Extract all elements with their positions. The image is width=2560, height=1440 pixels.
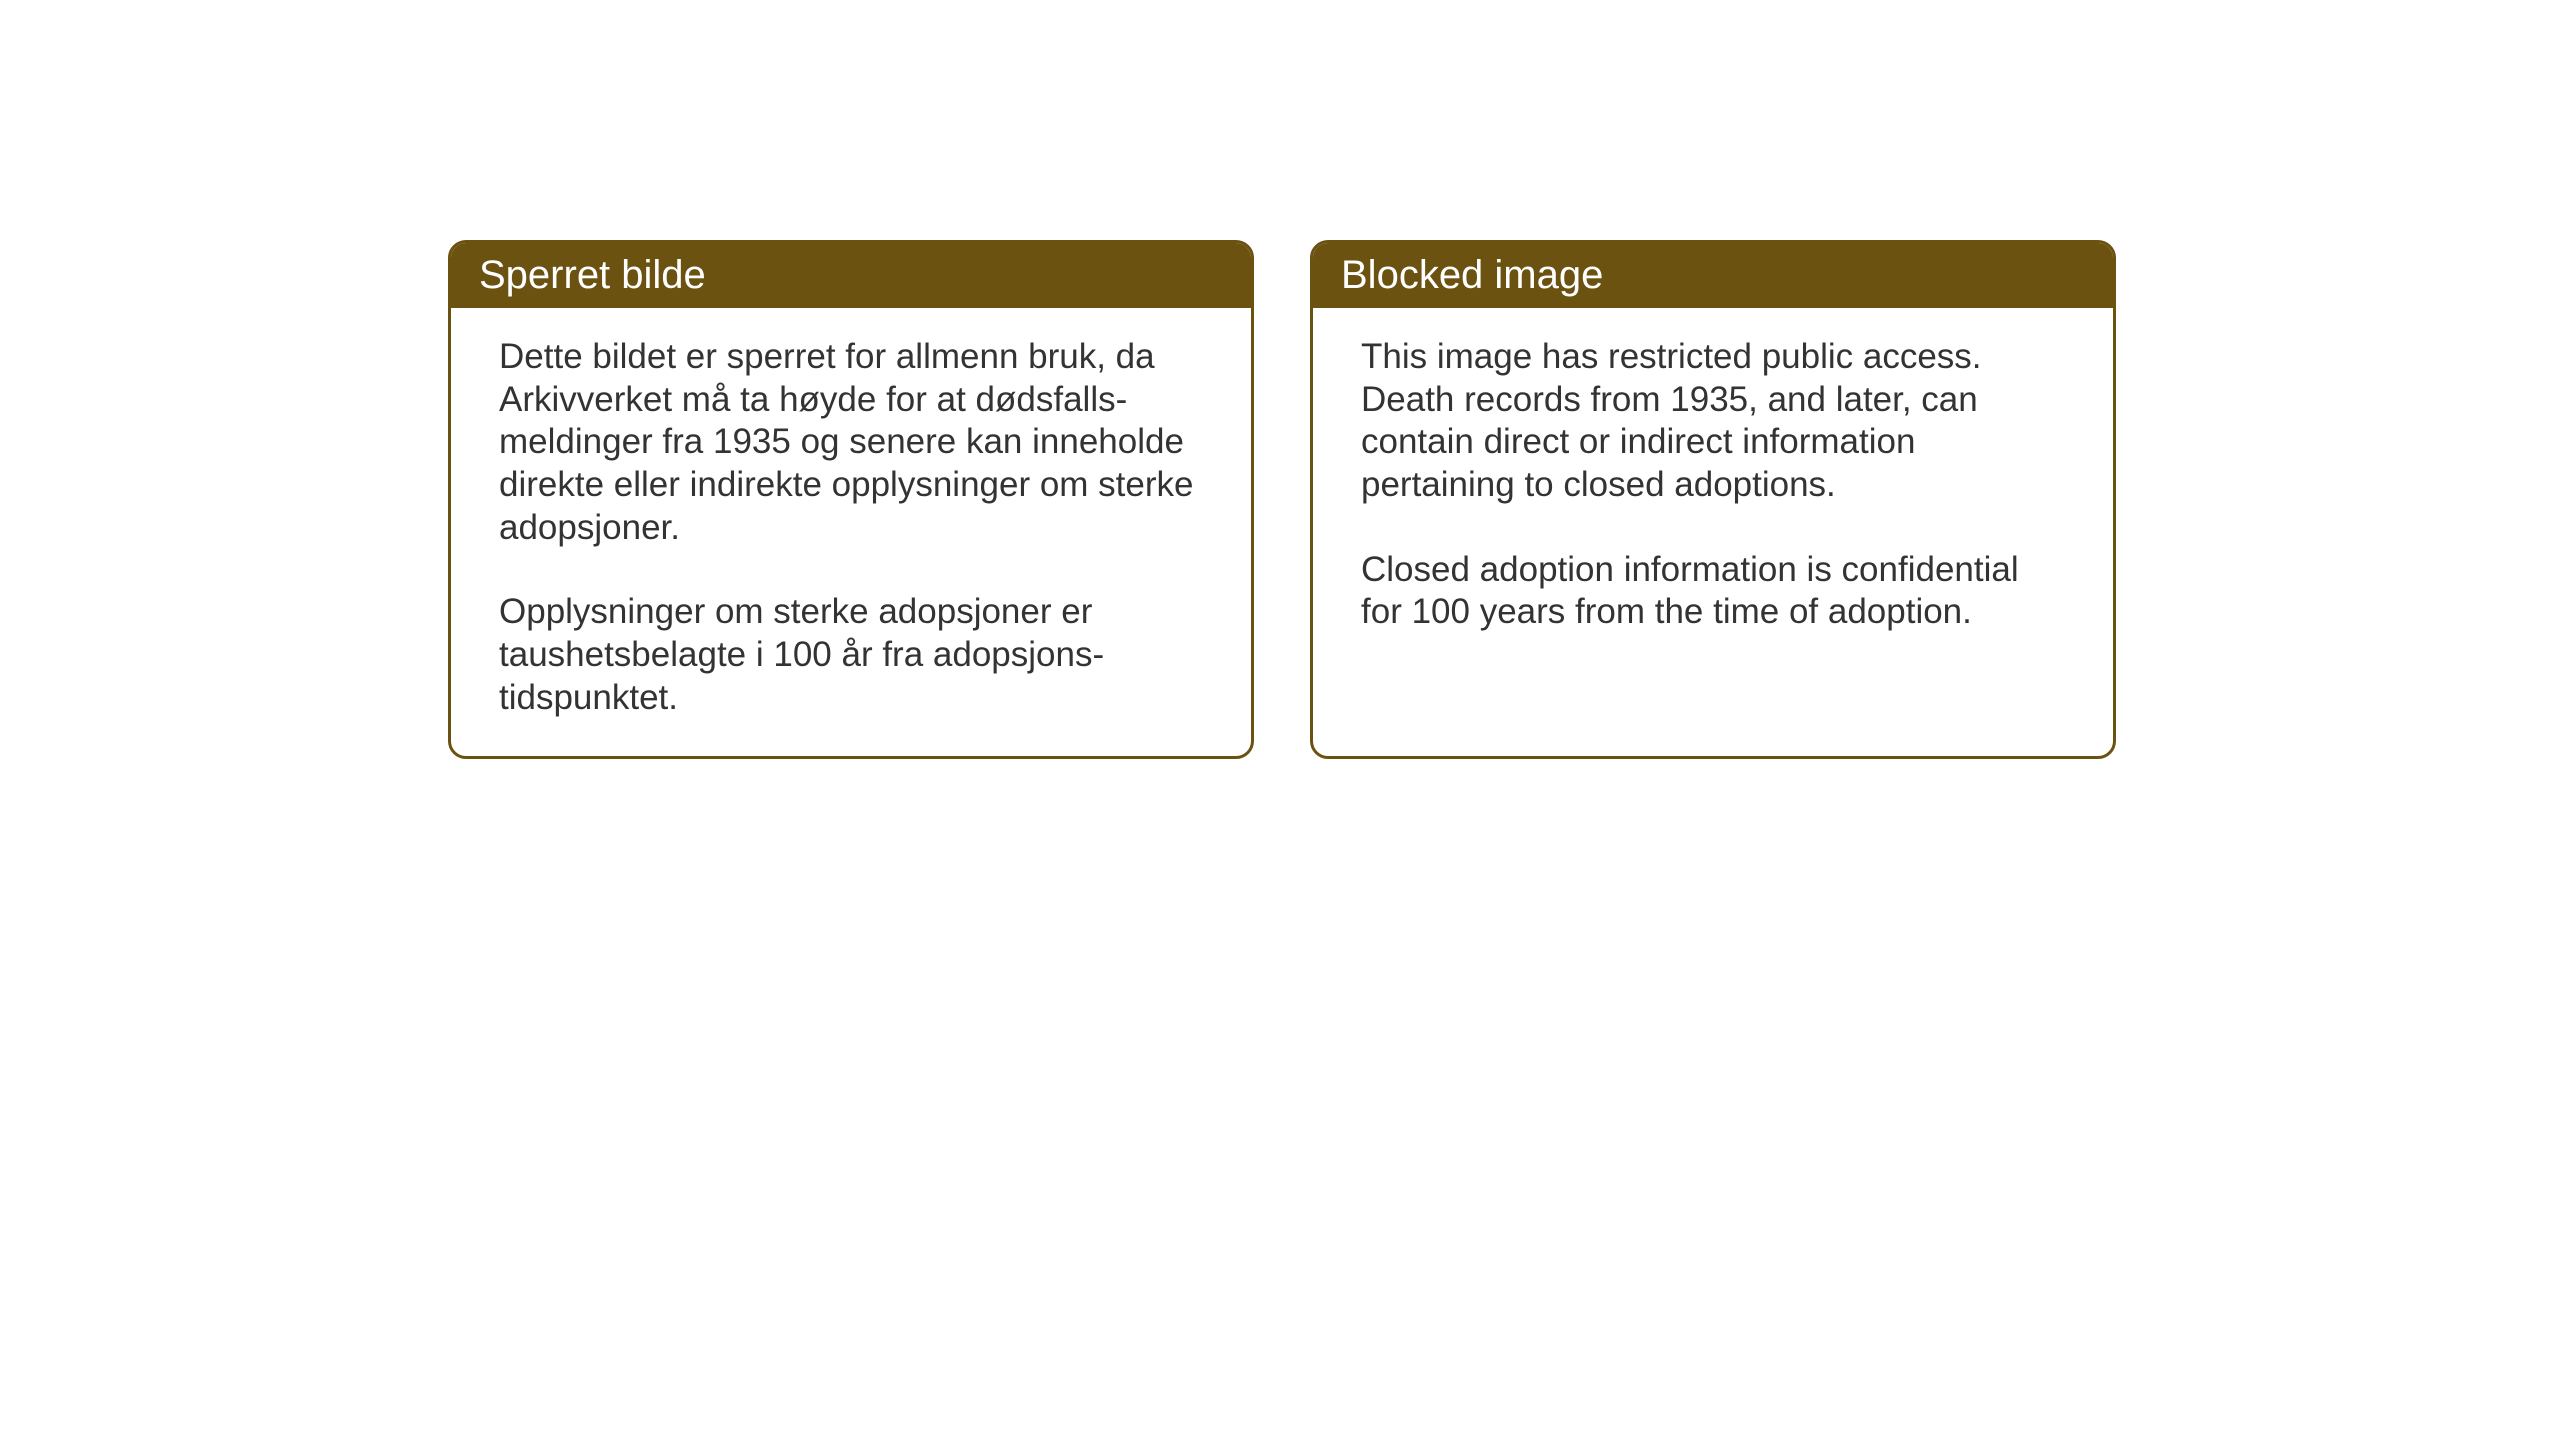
norwegian-paragraph-2: Opplysninger om sterke adopsjoner er tau… [499, 591, 1203, 719]
notice-cards-container: Sperret bilde Dette bildet er sperret fo… [448, 240, 2116, 759]
english-paragraph-2: Closed adoption information is confident… [1361, 549, 2065, 634]
english-notice-card: Blocked image This image has restricted … [1310, 240, 2116, 759]
english-card-body: This image has restricted public access.… [1313, 308, 2113, 670]
norwegian-paragraph-1: Dette bildet er sperret for allmenn bruk… [499, 336, 1203, 549]
norwegian-card-title: Sperret bilde [451, 243, 1251, 308]
english-paragraph-1: This image has restricted public access.… [1361, 336, 2065, 507]
norwegian-card-body: Dette bildet er sperret for allmenn bruk… [451, 308, 1251, 756]
norwegian-notice-card: Sperret bilde Dette bildet er sperret fo… [448, 240, 1254, 759]
english-card-title: Blocked image [1313, 243, 2113, 308]
